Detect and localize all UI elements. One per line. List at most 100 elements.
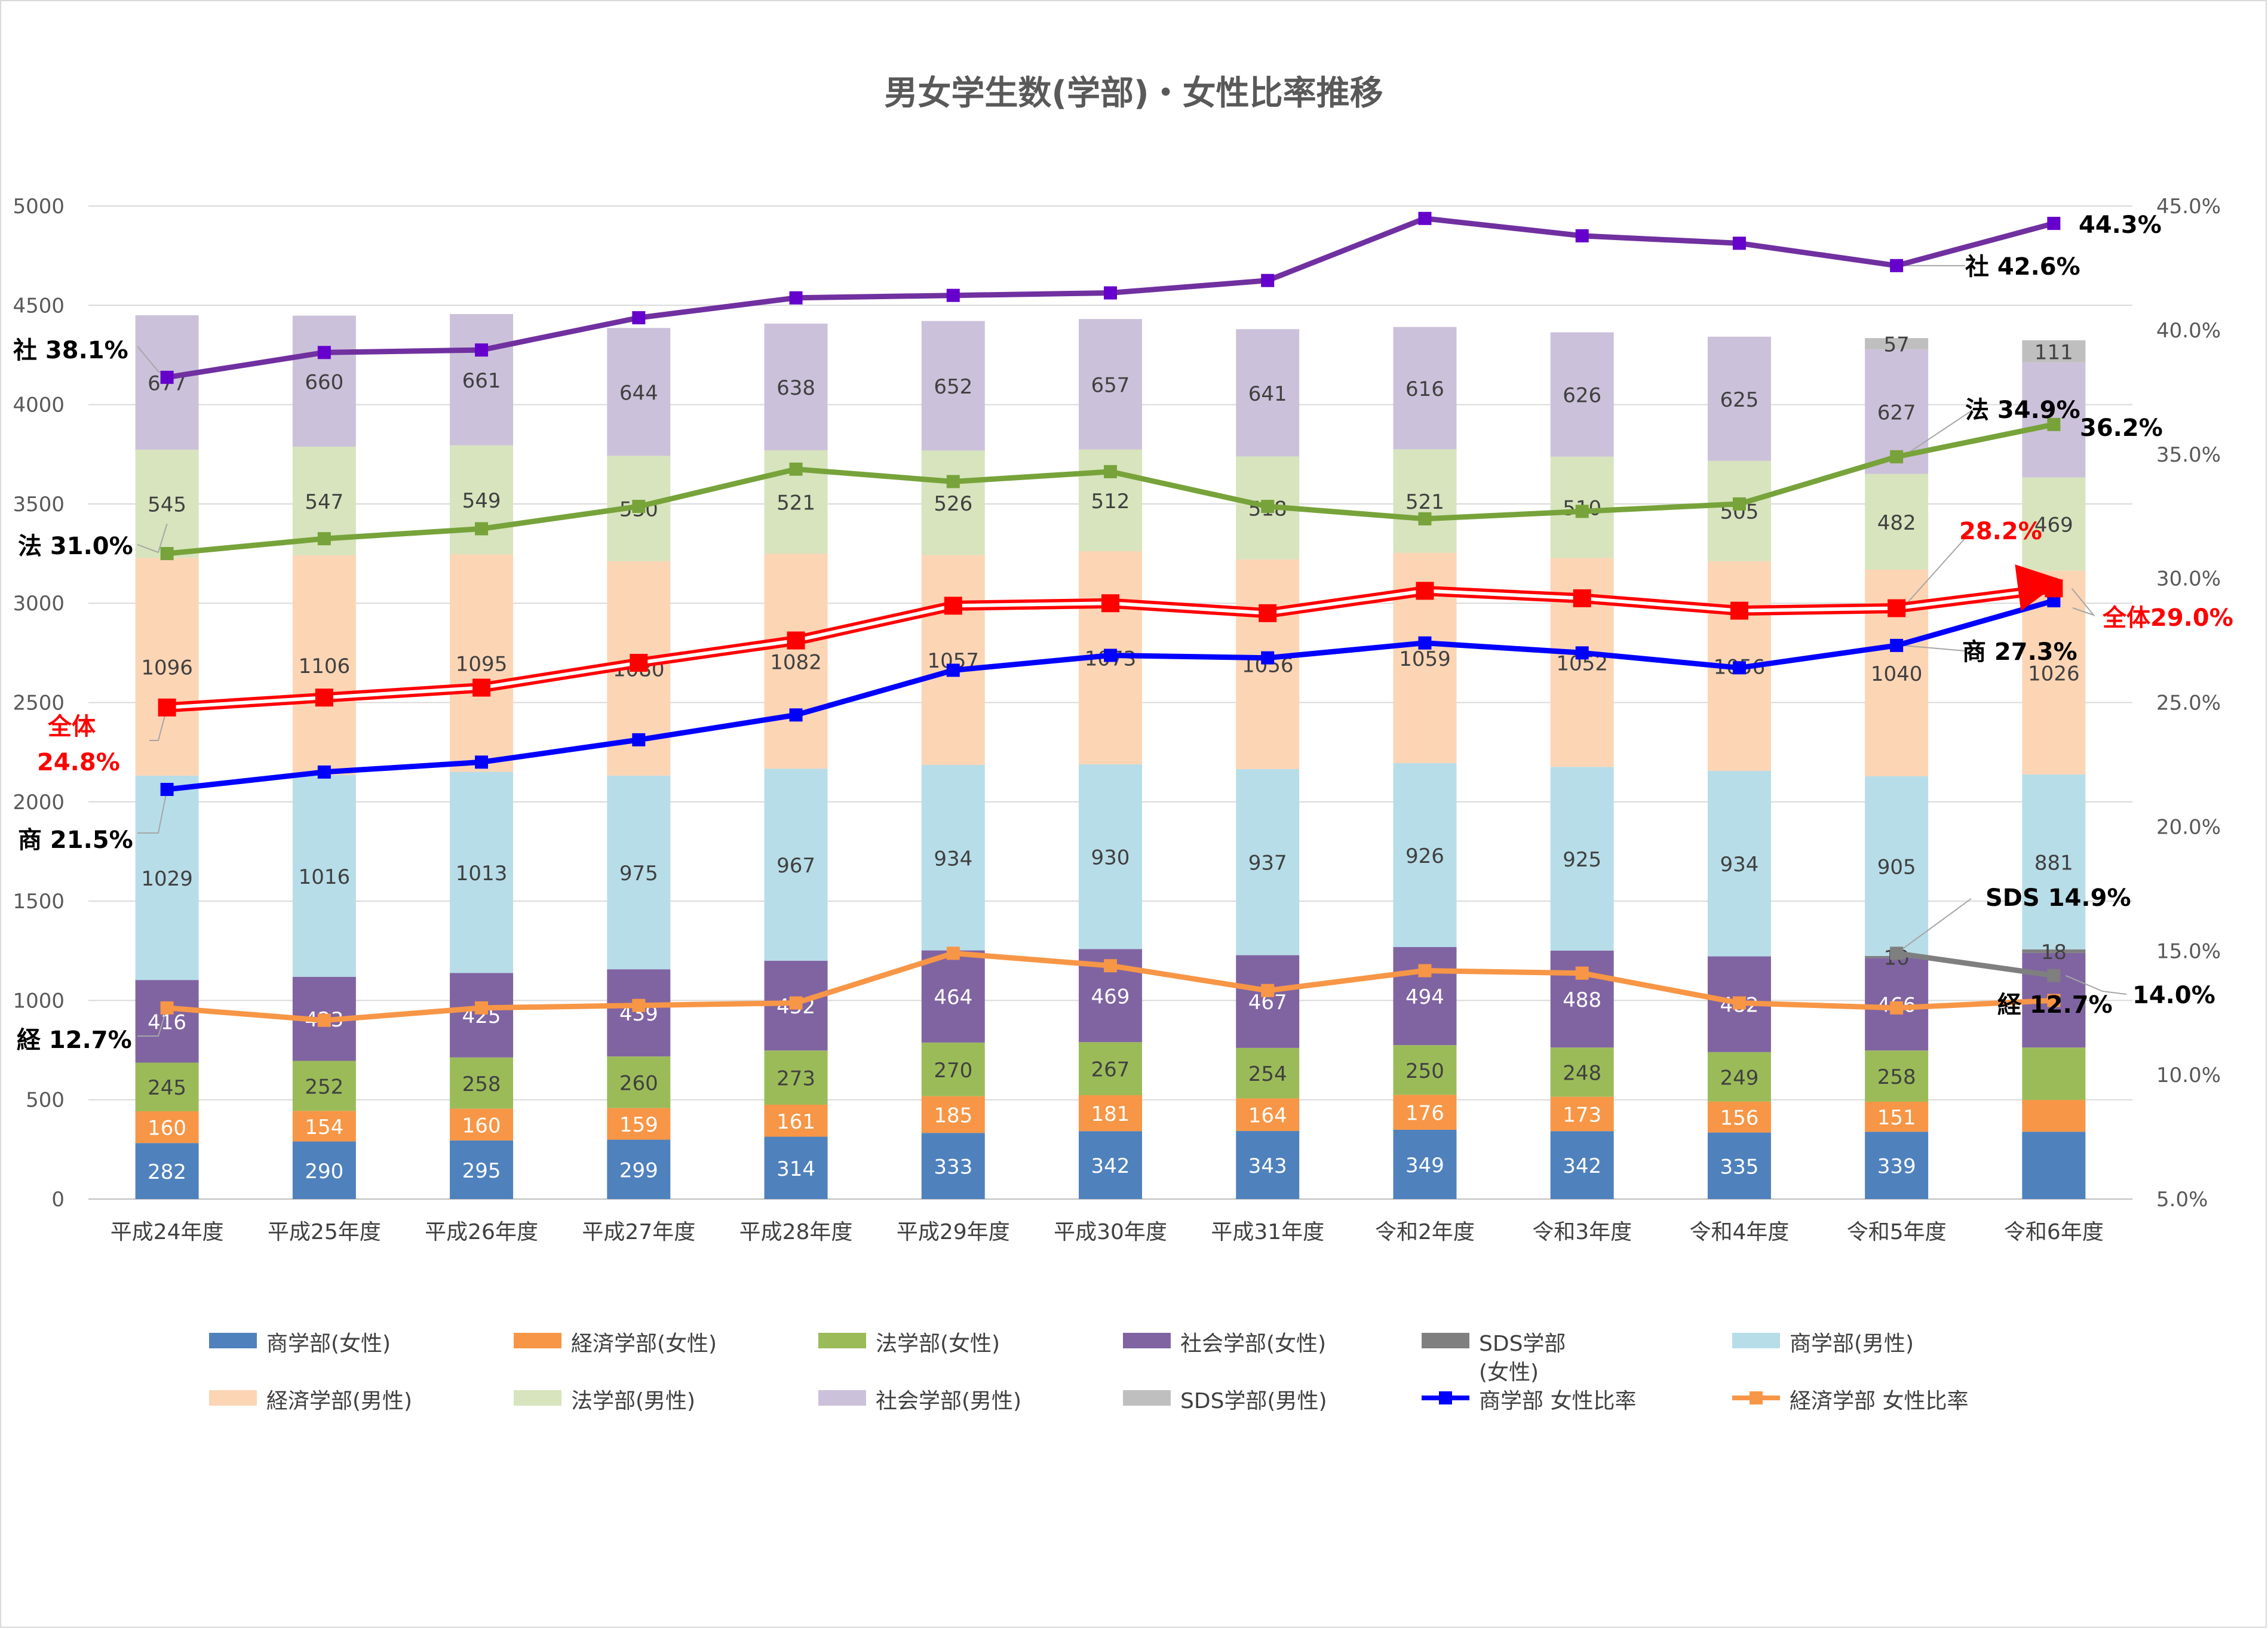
- ratio-marker: [630, 653, 648, 672]
- ratio-marker: [1104, 648, 1117, 662]
- ratio-marker: [1730, 601, 1748, 620]
- bar-value-label: 625: [1720, 388, 1758, 412]
- bar-value-label: 181: [1091, 1102, 1130, 1126]
- legend-swatch: [1732, 1333, 1780, 1348]
- ratio-marker: [946, 946, 960, 960]
- legend-label: 経済学部 女性比率: [1790, 1389, 1968, 1413]
- ratio-marker: [2047, 217, 2061, 230]
- bar-value-label: 549: [462, 489, 501, 513]
- ratio-marker: [160, 370, 174, 384]
- bar-segment: [1393, 763, 1457, 947]
- bar-segment: [1865, 776, 1929, 956]
- bar-value-label: 616: [1405, 377, 1444, 401]
- ratio-marker: [1575, 646, 1589, 660]
- legend-label: 経済学部(女性): [571, 1332, 717, 1356]
- bar-segment: [135, 980, 199, 1063]
- ratio-marker: [1418, 964, 1432, 978]
- bar-value-label: 494: [1405, 985, 1444, 1009]
- legend-label: 経済学部(男性): [266, 1389, 412, 1413]
- bar-segment: [292, 1061, 356, 1111]
- annotations: 社 38.1% 法 31.0% 全体 24.8% 商 21.5% 経 12.7% 44.3%…: [13, 211, 2233, 1054]
- ratio-marker: [1890, 450, 1904, 463]
- bar-value-label: 267: [1091, 1058, 1130, 1082]
- ratio-marker: [160, 1001, 174, 1015]
- bar-segment: [1865, 474, 1929, 570]
- ratio-marker: [475, 343, 489, 357]
- x-tick-label: 平成24年度: [111, 1220, 224, 1244]
- x-tick-label: 平成31年度: [1211, 1220, 1324, 1244]
- ratio-marker: [1104, 286, 1117, 300]
- leader-line: [2071, 588, 2095, 617]
- bar-value-label: 161: [777, 1110, 815, 1134]
- bar-value-label: 295: [462, 1159, 501, 1183]
- bar-value-label: 657: [1091, 374, 1130, 398]
- y2-tick-label: 30.0%: [2156, 567, 2221, 591]
- ratio-marker: [787, 631, 805, 650]
- bar-segment: [2022, 1132, 2086, 1199]
- ratio-marker: [789, 291, 803, 305]
- legend-label: SDS学部: [1479, 1332, 1566, 1356]
- ratio-marker: [160, 547, 174, 561]
- ratio-marker: [317, 532, 331, 546]
- x-tick-label: 平成25年度: [268, 1220, 381, 1244]
- bar-segment: [764, 1105, 828, 1137]
- bar-value-label: 1095: [456, 652, 508, 676]
- ratio-marker: [789, 462, 803, 476]
- bar-value-label: 299: [619, 1158, 658, 1182]
- bar-segment: [1079, 764, 1142, 949]
- bar-segment: [2022, 340, 2086, 362]
- bar-value-label: 1040: [1871, 662, 1923, 686]
- legend-label: 商学部(男性): [1790, 1332, 1914, 1356]
- annotation-label: 社 42.6%: [1965, 253, 2080, 281]
- chart-title: 男女学生数(学部)・女性比率推移: [884, 74, 1383, 113]
- bar-value-label: 339: [1877, 1155, 1916, 1179]
- legend-label: 商学部(女性): [266, 1332, 391, 1356]
- bar-value-label: 249: [1720, 1066, 1758, 1090]
- bar-value-label: 937: [1248, 852, 1287, 875]
- ratio-marker: [1261, 500, 1275, 514]
- annotation-label: 社 38.1%: [13, 337, 128, 364]
- bar-segment: [135, 558, 199, 776]
- legend-swatch: [209, 1333, 257, 1348]
- bar-value-label: 333: [934, 1155, 972, 1179]
- ratio-marker: [2047, 417, 2061, 431]
- bar-value-label: 343: [1248, 1154, 1287, 1178]
- ratio-marker: [946, 288, 960, 302]
- legend-swatch: [818, 1390, 866, 1406]
- ratio-marker: [1418, 636, 1432, 650]
- ratio-marker: [1575, 966, 1589, 980]
- ratio-marker: [1261, 273, 1275, 287]
- legend-swatch: [818, 1333, 866, 1348]
- ratio-marker: [1573, 589, 1591, 607]
- bar-value-label: 644: [619, 381, 658, 405]
- bar-segment: [1079, 1095, 1142, 1132]
- bar-segment: [1236, 769, 1300, 955]
- bar-segment: [607, 328, 671, 456]
- bar-value-label: 641: [1248, 382, 1287, 406]
- bar-segment: [135, 1111, 199, 1144]
- bar-value-label: 975: [619, 862, 658, 886]
- ratio-lines: [158, 211, 2063, 1027]
- leader-line: [137, 1007, 168, 1037]
- bar-value-label: 335: [1720, 1155, 1758, 1179]
- x-tick-label: 令和5年度: [1847, 1220, 1947, 1244]
- annotation-label: 14.0%: [2132, 982, 2215, 1009]
- ratio-marker: [944, 597, 962, 615]
- legend-label: 社会学部(男性): [876, 1389, 1021, 1413]
- bar-value-label: 250: [1405, 1059, 1444, 1083]
- y-tick-label: 2000: [13, 791, 65, 814]
- bar-segment: [450, 445, 514, 555]
- annotation-label: 経 12.7%: [17, 1026, 132, 1054]
- y-tick-label: 4500: [13, 294, 65, 318]
- y-axis-left: 0 500 1000 1500 2000 2500 3000 3500 4000 4500 5000: [13, 195, 65, 1212]
- ratio-marker: [1104, 959, 1117, 973]
- y-tick-label: 1500: [13, 890, 65, 914]
- bar-value-label: 1026: [2028, 662, 2080, 686]
- bar-segment: [1393, 1095, 1457, 1130]
- ratio-marker: [1890, 1001, 1904, 1015]
- bar-segment: [1079, 319, 1142, 450]
- ratio-marker: [1575, 229, 1589, 242]
- legend-swatch: [1123, 1390, 1171, 1406]
- bar-value-label: 164: [1248, 1104, 1287, 1128]
- bar-value-label: 176: [1405, 1102, 1444, 1126]
